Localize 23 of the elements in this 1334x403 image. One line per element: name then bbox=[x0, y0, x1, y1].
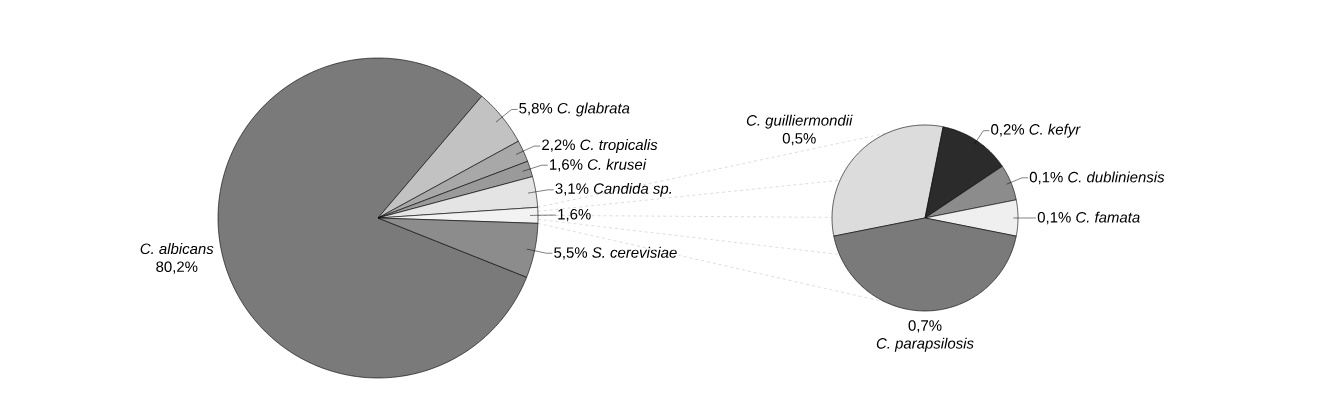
slice-label: C. kefyr bbox=[1029, 123, 1081, 138]
slice-label: C. glabrata bbox=[557, 102, 630, 117]
slice-label: C. albicans bbox=[140, 243, 214, 255]
data-label: 1,6% bbox=[550, 159, 583, 172]
slice-label: C. guilliermondii bbox=[746, 114, 853, 129]
data-label: 80,2% bbox=[156, 261, 198, 274]
data-label: 0,7% bbox=[908, 320, 942, 333]
slice-label: C. krusei bbox=[587, 158, 647, 170]
data-label: 0,2% bbox=[991, 124, 1025, 137]
slice-label: C. dubliniensis bbox=[1068, 171, 1165, 183]
slice-label: C. parapsilosis bbox=[876, 337, 974, 352]
data-label: 0,5% bbox=[782, 133, 816, 146]
data-label: 1,6% bbox=[558, 208, 591, 222]
data-label: 0,1% bbox=[1037, 212, 1071, 225]
slice-label: Candida sp. bbox=[593, 182, 671, 197]
data-label: 0,1% bbox=[1029, 171, 1063, 185]
data-label: 5,8% bbox=[519, 102, 553, 116]
slice-label: C. tropicalis bbox=[580, 139, 658, 154]
slice-label: S. cerevisiae bbox=[592, 246, 677, 258]
slice-label: C. famata bbox=[1076, 211, 1140, 223]
data-label: 3,1% bbox=[555, 183, 589, 196]
data-label: 5,5% bbox=[554, 247, 588, 260]
data-label: 2,2% bbox=[542, 139, 575, 152]
